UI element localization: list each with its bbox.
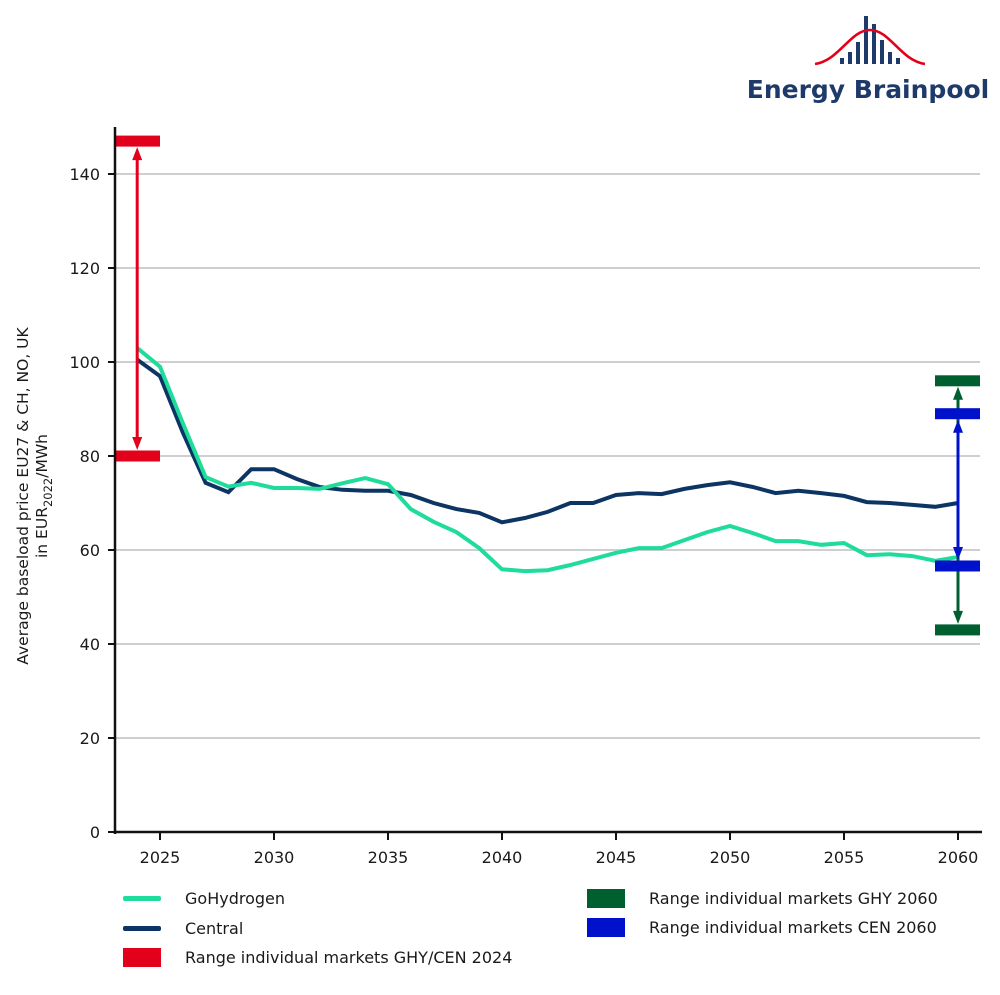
y-axis-ticks: 0 20 40 60 80 100 120 140	[69, 165, 115, 842]
y-tick-label: 60	[80, 541, 100, 560]
x-tick-label: 2025	[140, 848, 181, 867]
x-tick-label: 2030	[254, 848, 295, 867]
y-axis-title-unit: in EUR2022/MWh	[33, 434, 55, 558]
y-tick-label: 100	[69, 353, 100, 372]
y-tick-label: 120	[69, 259, 100, 278]
logo: Energy Brainpool	[747, 16, 990, 104]
logo-bar	[896, 58, 900, 64]
y-tick-label: 140	[69, 165, 100, 184]
y-axis-title: Average baseload price EU27 & CH, NO, UK	[14, 326, 32, 664]
arrow-down-icon	[132, 437, 143, 450]
arrow-down-icon	[953, 546, 963, 560]
series-line-central	[136, 357, 959, 525]
arrow-up-icon	[953, 386, 963, 400]
legend-label: Range individual markets CEN 2060	[649, 918, 937, 937]
x-tick-label: 2040	[482, 848, 523, 867]
x-axis-ticks: 2025 2030 2035 2040 2045 2050 2055 2060	[140, 832, 979, 867]
series-line-gohydrogen	[135, 346, 959, 574]
arrow-down-icon	[953, 610, 963, 624]
legend-swatch-range-ghy-2060	[587, 889, 625, 908]
logo-bar	[856, 42, 860, 64]
arrow-up-icon	[132, 147, 143, 161]
x-tick-label: 2045	[596, 848, 637, 867]
legend-item-central: Central	[123, 919, 243, 938]
range-markers	[116, 135, 980, 636]
logo-bar	[848, 52, 852, 64]
y-tick-label: 0	[90, 823, 100, 842]
range-high-bar	[935, 408, 980, 420]
logo-bar	[864, 16, 868, 64]
x-tick-label: 2055	[824, 848, 865, 867]
x-tick-label: 2060	[938, 848, 979, 867]
gridlines	[116, 173, 980, 739]
legend-label: Range individual markets GHY/CEN 2024	[185, 948, 513, 967]
range-range-individual-markets-cen-2060	[935, 408, 980, 572]
legend-item-gohydrogen: GoHydrogen	[123, 889, 285, 908]
legend-swatch-gohydrogen	[123, 896, 161, 901]
y-tick-label: 80	[80, 447, 100, 466]
logo-bar	[840, 58, 844, 64]
logo-bars-icon	[840, 16, 900, 64]
legend-item-range-ghy-2060: Range individual markets GHY 2060	[587, 889, 938, 908]
y-tick-label: 40	[80, 635, 100, 654]
x-tick-label: 2050	[710, 848, 751, 867]
legend-label: GoHydrogen	[185, 889, 285, 908]
logo-bar	[872, 24, 876, 64]
legend-item-range-cen-2060: Range individual markets CEN 2060	[587, 918, 937, 937]
logo-bar	[888, 52, 892, 64]
legend-swatch-range-cen-2060	[587, 918, 625, 937]
series-lines	[135, 346, 959, 574]
range-low-bar	[935, 624, 980, 636]
arrow-up-icon	[953, 419, 963, 433]
logo-text: Energy Brainpool	[747, 75, 990, 104]
range-range-individual-markets-ghy-cen-2024	[116, 135, 160, 462]
range-low-bar	[116, 450, 160, 462]
range-high-bar	[935, 375, 980, 387]
logo-bar	[880, 40, 884, 64]
legend-label: Range individual markets GHY 2060	[649, 889, 938, 908]
legend-item-range-2024: Range individual markets GHY/CEN 2024	[123, 948, 512, 967]
x-tick-label: 2035	[368, 848, 409, 867]
legend-swatch-range-2024	[123, 948, 161, 967]
range-low-bar	[935, 560, 980, 572]
legend-label: Central	[185, 919, 244, 938]
y-tick-label: 20	[80, 729, 100, 748]
logo-curve-icon	[814, 28, 926, 66]
range-high-bar	[116, 135, 160, 147]
legend-swatch-central	[123, 926, 161, 931]
